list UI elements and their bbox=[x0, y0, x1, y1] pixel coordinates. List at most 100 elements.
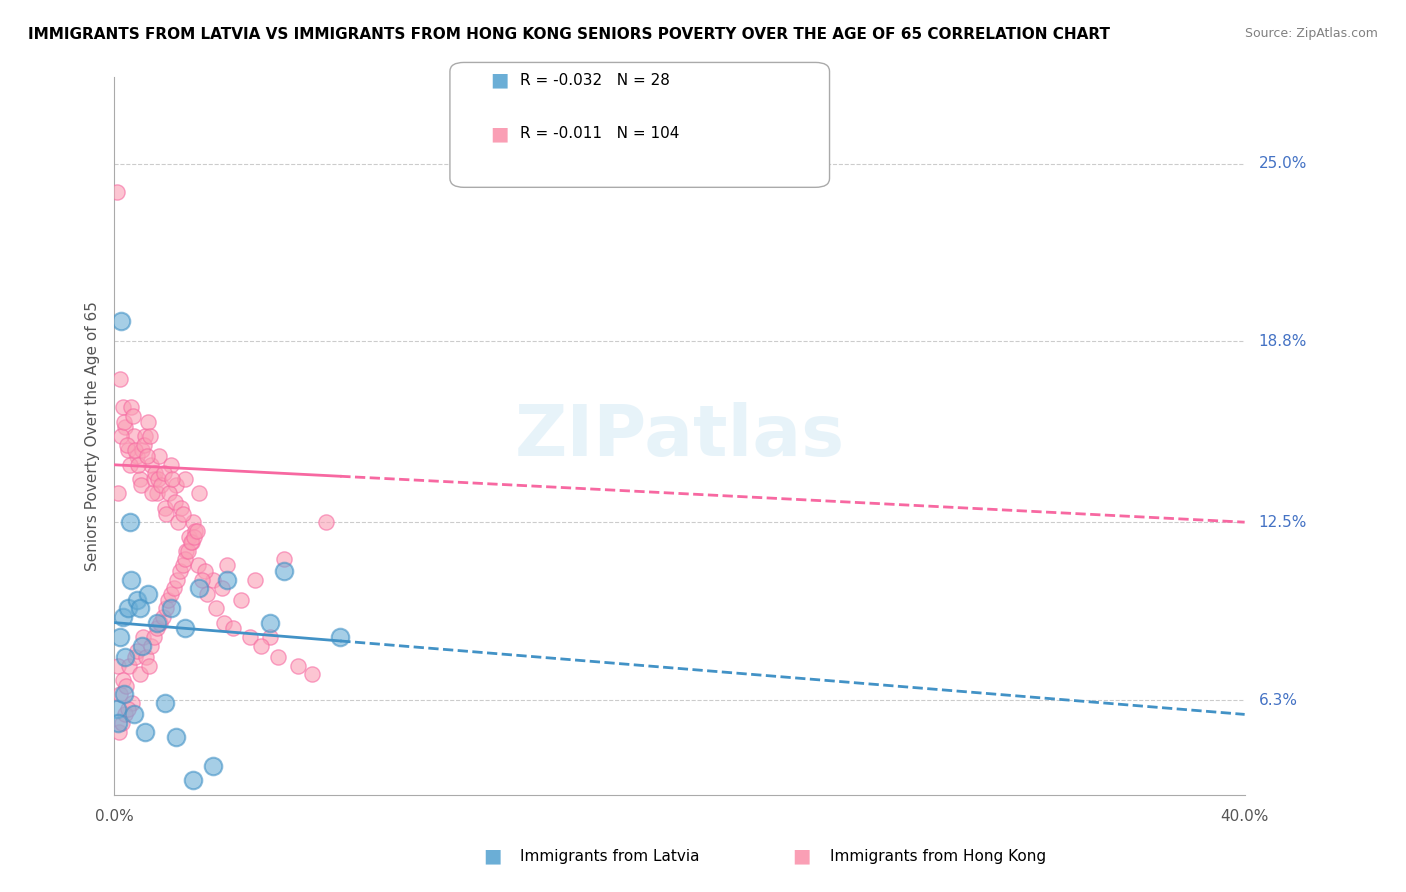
Point bbox=[117, 443, 139, 458]
Point bbox=[231, 592, 253, 607]
Point bbox=[129, 667, 152, 681]
Point bbox=[131, 443, 153, 458]
Point bbox=[122, 707, 145, 722]
Point bbox=[114, 650, 136, 665]
Text: 18.8%: 18.8% bbox=[1258, 334, 1308, 349]
Point bbox=[111, 610, 134, 624]
Point bbox=[191, 573, 214, 587]
Point bbox=[108, 372, 131, 386]
Point bbox=[135, 650, 157, 665]
Point bbox=[111, 401, 134, 415]
Point bbox=[134, 429, 156, 443]
Point bbox=[180, 535, 202, 549]
Point bbox=[267, 650, 290, 665]
Point bbox=[169, 564, 191, 578]
Point bbox=[205, 601, 228, 615]
Point bbox=[146, 621, 169, 635]
Point bbox=[127, 644, 149, 658]
Text: ■: ■ bbox=[489, 70, 509, 90]
Point bbox=[174, 544, 197, 558]
Point bbox=[128, 472, 150, 486]
Point bbox=[157, 486, 180, 500]
Point bbox=[149, 615, 172, 630]
Point bbox=[128, 601, 150, 615]
Point bbox=[132, 438, 155, 452]
Point bbox=[136, 415, 159, 429]
Point bbox=[122, 429, 145, 443]
Point bbox=[132, 630, 155, 644]
Text: ■: ■ bbox=[482, 847, 502, 866]
Point bbox=[181, 515, 204, 529]
Point bbox=[108, 630, 131, 644]
Point bbox=[166, 573, 188, 587]
Point bbox=[110, 429, 132, 443]
Point bbox=[108, 724, 131, 739]
Text: ■: ■ bbox=[792, 847, 811, 866]
Text: R = -0.011   N = 104: R = -0.011 N = 104 bbox=[520, 127, 679, 141]
Point bbox=[169, 500, 191, 515]
Point bbox=[159, 601, 181, 615]
Point bbox=[118, 458, 141, 472]
Point bbox=[163, 495, 186, 509]
Point bbox=[180, 535, 202, 549]
Point bbox=[160, 587, 183, 601]
Point bbox=[114, 707, 136, 722]
Point bbox=[155, 601, 177, 615]
Point bbox=[107, 486, 129, 500]
Point bbox=[136, 587, 159, 601]
Text: Immigrants from Latvia: Immigrants from Latvia bbox=[520, 849, 700, 863]
Point bbox=[194, 564, 217, 578]
Text: 0.0%: 0.0% bbox=[94, 809, 134, 824]
Point bbox=[329, 630, 352, 644]
Text: Source: ZipAtlas.com: Source: ZipAtlas.com bbox=[1244, 27, 1378, 40]
Text: ■: ■ bbox=[489, 124, 509, 144]
Point bbox=[117, 701, 139, 715]
Text: 6.3%: 6.3% bbox=[1258, 692, 1298, 707]
Point bbox=[202, 573, 225, 587]
Text: 25.0%: 25.0% bbox=[1258, 156, 1308, 171]
Point bbox=[173, 621, 195, 635]
Point bbox=[115, 438, 138, 452]
Text: Immigrants from Hong Kong: Immigrants from Hong Kong bbox=[830, 849, 1046, 863]
Point bbox=[172, 558, 194, 573]
Point bbox=[301, 667, 323, 681]
Point bbox=[273, 552, 295, 566]
Point bbox=[202, 759, 225, 773]
Point bbox=[173, 472, 195, 486]
Point bbox=[181, 773, 204, 788]
Point bbox=[183, 529, 205, 543]
Point bbox=[143, 467, 166, 481]
Point bbox=[134, 724, 156, 739]
Y-axis label: Seniors Poverty Over the Age of 65: Seniors Poverty Over the Age of 65 bbox=[86, 301, 100, 571]
Text: R = -0.032   N = 28: R = -0.032 N = 28 bbox=[520, 73, 671, 87]
Point bbox=[217, 573, 239, 587]
Point bbox=[153, 696, 176, 710]
Point bbox=[143, 630, 166, 644]
Point bbox=[148, 449, 170, 463]
Point bbox=[115, 679, 138, 693]
Point bbox=[149, 478, 172, 492]
Point bbox=[142, 472, 165, 486]
Point bbox=[129, 478, 152, 492]
Point bbox=[112, 415, 135, 429]
Point bbox=[110, 687, 132, 701]
Point bbox=[110, 314, 132, 328]
Point bbox=[273, 564, 295, 578]
Point bbox=[135, 449, 157, 463]
Point bbox=[174, 552, 197, 566]
Point bbox=[145, 615, 167, 630]
Point bbox=[121, 409, 143, 423]
Point bbox=[239, 630, 262, 644]
Text: 12.5%: 12.5% bbox=[1258, 515, 1308, 530]
Point bbox=[186, 524, 208, 538]
Point bbox=[107, 658, 129, 673]
Point bbox=[118, 515, 141, 529]
Point bbox=[177, 529, 200, 543]
Text: ZIPatlas: ZIPatlas bbox=[515, 401, 845, 471]
Point bbox=[188, 581, 211, 595]
Point bbox=[121, 696, 143, 710]
Point bbox=[245, 573, 267, 587]
Point bbox=[117, 601, 139, 615]
Point bbox=[118, 658, 141, 673]
Point bbox=[124, 443, 146, 458]
